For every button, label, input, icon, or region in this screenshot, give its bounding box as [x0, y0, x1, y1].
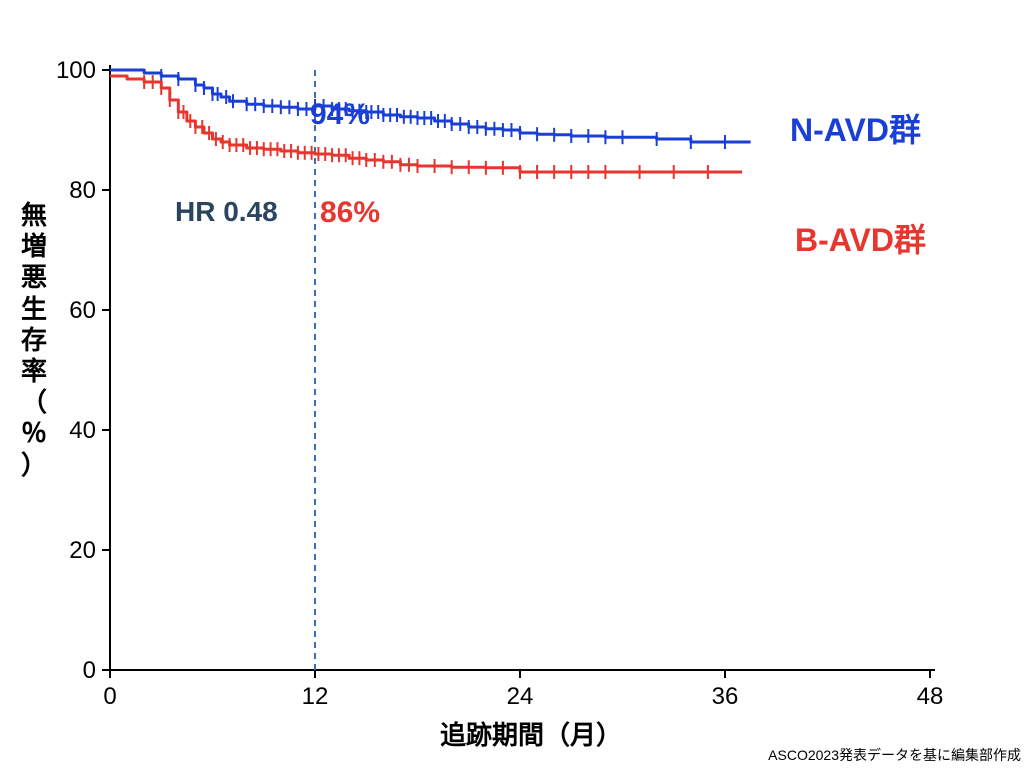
km-chart: 020406080100012243648 無増悪生存率（％） 追跡期間（月） …: [0, 0, 1029, 771]
annotation-hr: HR 0.48: [175, 196, 278, 228]
svg-text:40: 40: [69, 417, 96, 444]
annotation-pct-bavd: 86%: [320, 196, 380, 230]
svg-text:48: 48: [917, 683, 944, 710]
svg-text:36: 36: [712, 683, 739, 710]
y-axis-label: 無増悪生存率（％）: [20, 200, 48, 481]
series-label-navd: N-AVD群: [790, 105, 921, 151]
series-label-bavd: B-AVD群: [795, 215, 926, 261]
footnote: ASCO2023発表データを基に編集部作成: [768, 745, 1021, 765]
svg-text:100: 100: [56, 57, 96, 84]
x-axis-label: 追跡期間（月）: [440, 715, 622, 752]
svg-text:12: 12: [302, 683, 329, 710]
svg-text:0: 0: [83, 657, 96, 684]
svg-text:60: 60: [69, 297, 96, 324]
svg-text:80: 80: [69, 177, 96, 204]
svg-text:20: 20: [69, 537, 96, 564]
svg-text:0: 0: [103, 683, 116, 710]
annotation-pct-navd: 94%: [310, 98, 370, 132]
svg-text:24: 24: [507, 683, 534, 710]
